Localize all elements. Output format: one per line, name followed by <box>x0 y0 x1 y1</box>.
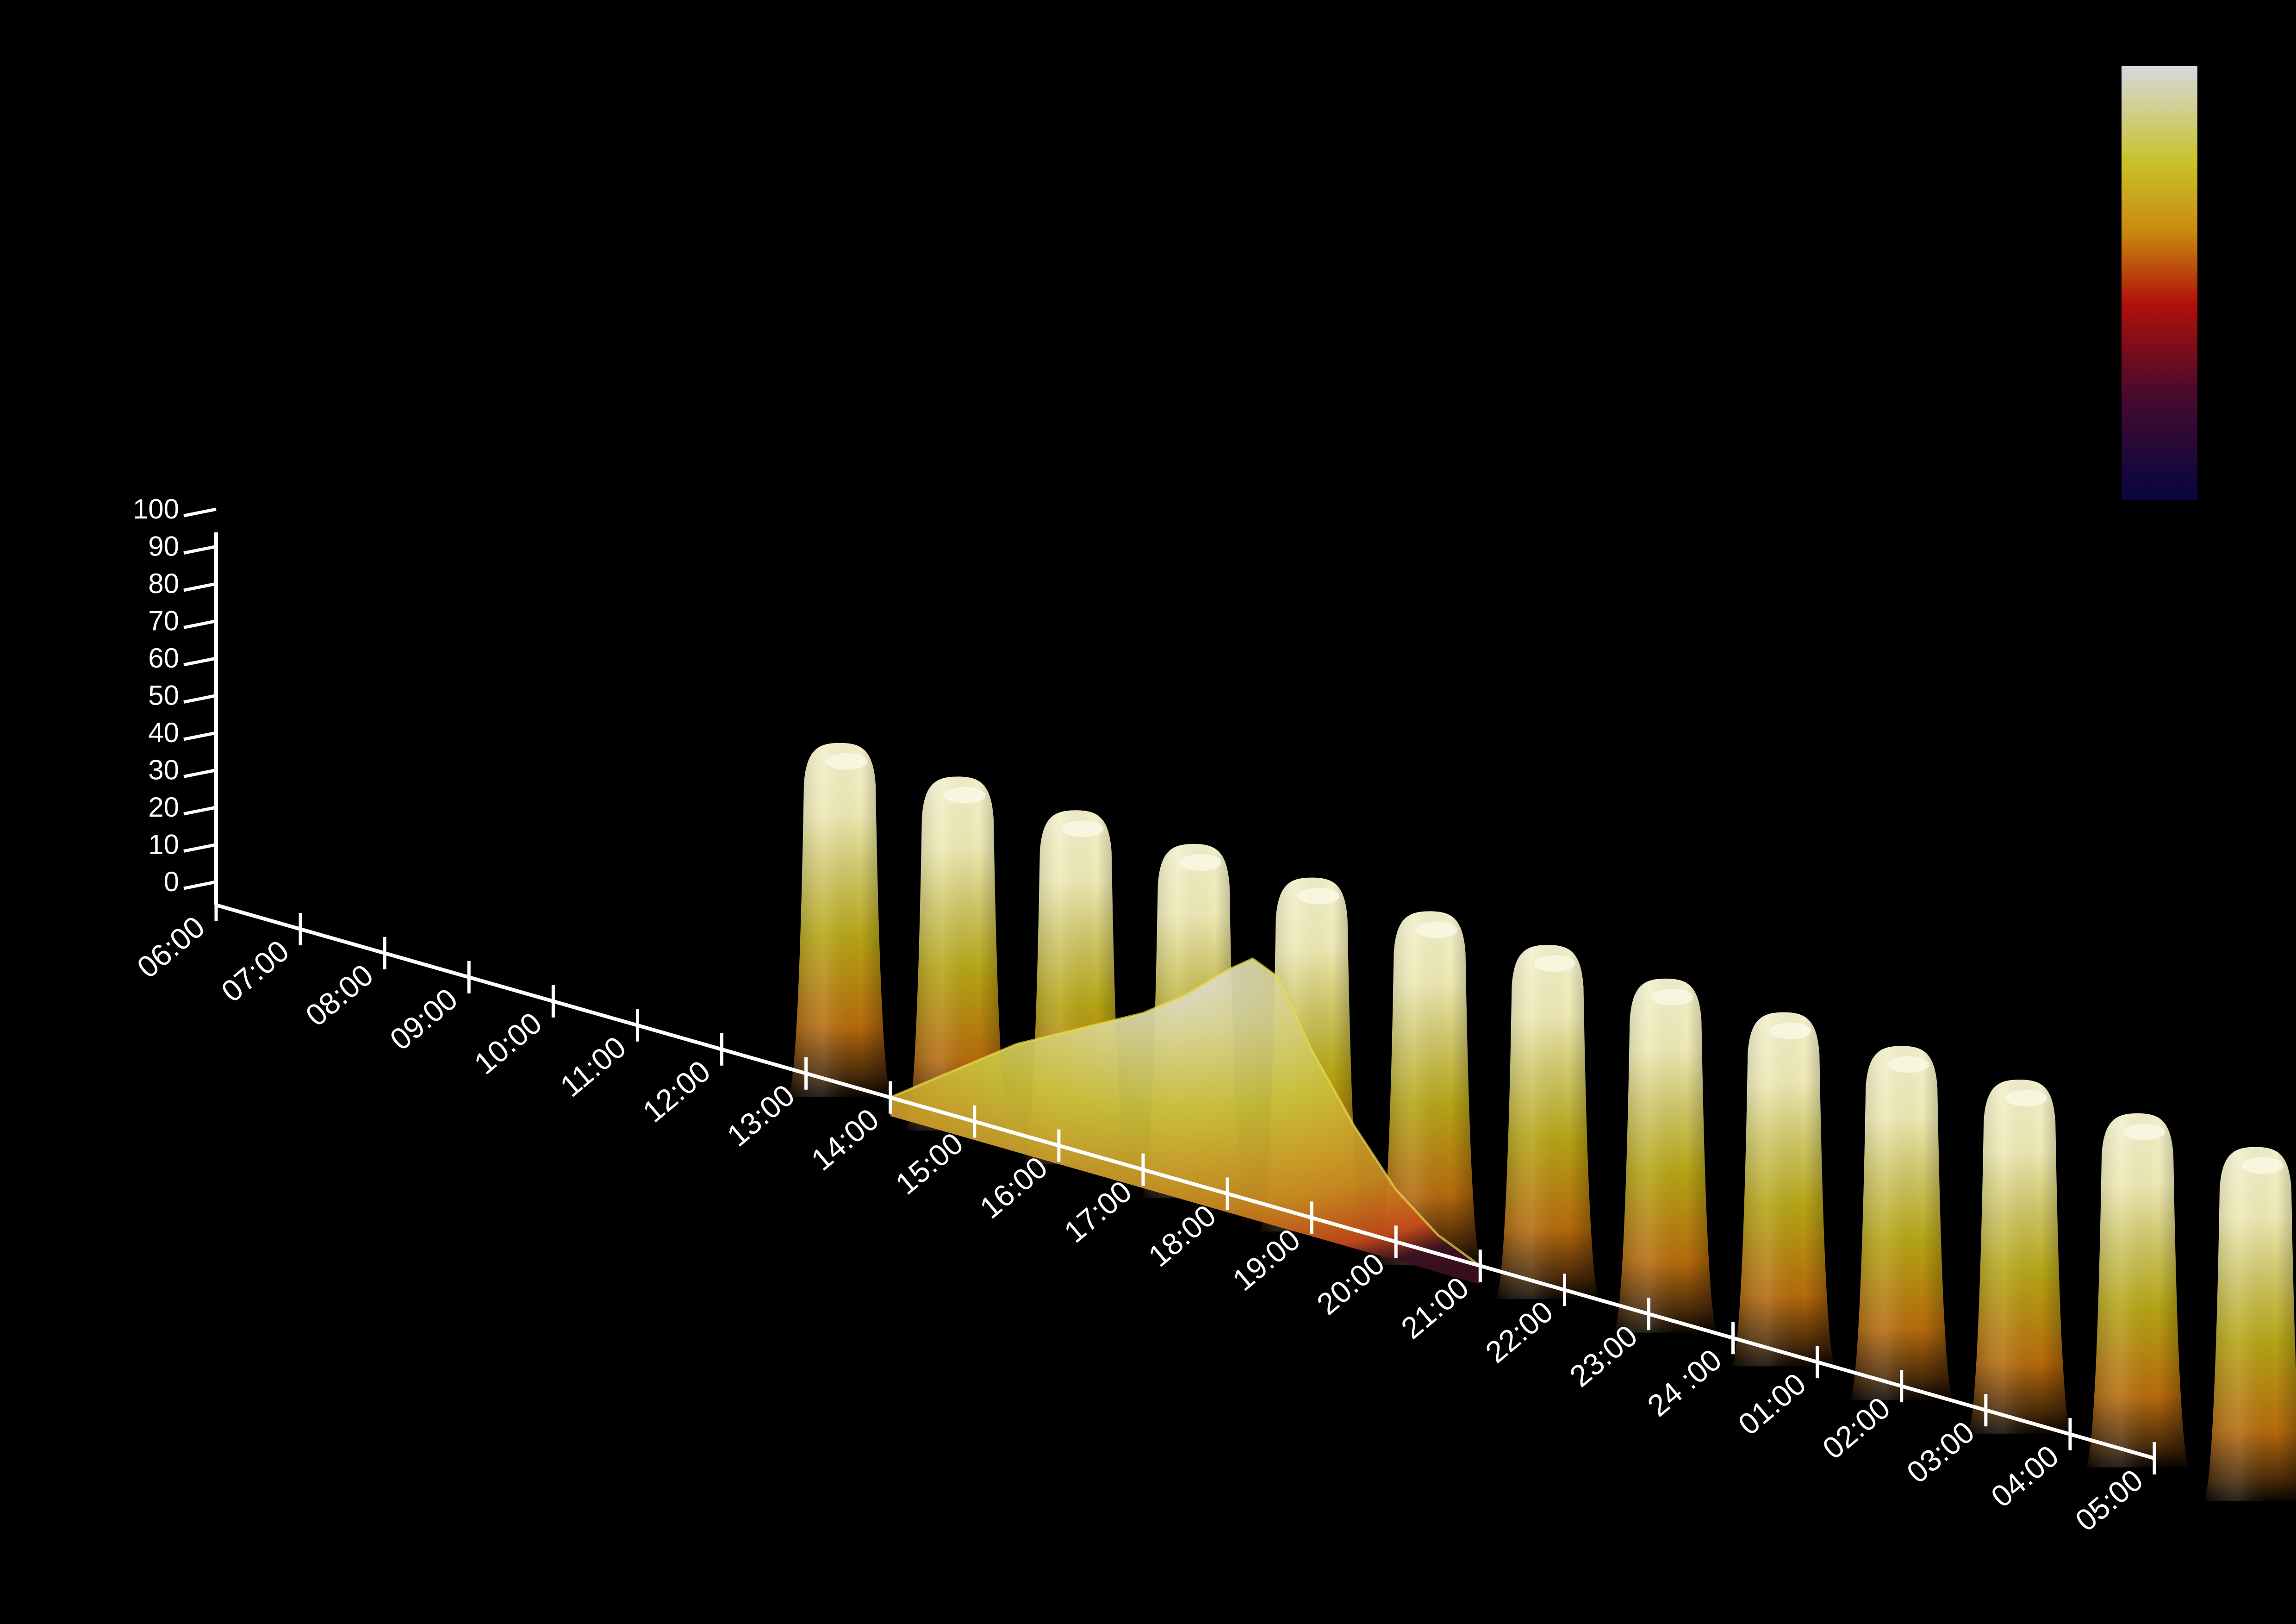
x-tick-label: 06:00 <box>131 909 211 985</box>
pulse-mark <box>1613 978 1718 1333</box>
y-tick <box>183 619 217 629</box>
pulse-mark <box>905 776 1010 1131</box>
peak-area-mark <box>890 957 1481 1285</box>
y-tick-label: 60 <box>148 643 179 674</box>
pulse-mark <box>1377 911 1482 1266</box>
pulse-mark <box>1967 1080 2072 1434</box>
y-tick <box>183 582 217 592</box>
x-tick-label: 17:00 <box>1058 1174 1138 1249</box>
pulse-mark <box>1495 945 1600 1299</box>
x-tick-label: 22:00 <box>1479 1294 1559 1369</box>
y-tick-label: 0 <box>164 866 179 897</box>
y-tick <box>183 731 217 741</box>
y-tick <box>183 656 217 667</box>
x-tick-label: 07:00 <box>215 933 295 1009</box>
x-tick-label: 13:00 <box>721 1078 801 1153</box>
x-tick-label: 09:00 <box>383 981 464 1057</box>
x-tick-label: 01:00 <box>1732 1366 1812 1442</box>
pulse-mark <box>2085 1113 2190 1468</box>
y-tick-label: 20 <box>148 792 179 823</box>
y-tick-label: 70 <box>148 606 179 637</box>
x-tick-label: 05:00 <box>2069 1462 2149 1538</box>
y-tick-label: 50 <box>148 680 179 711</box>
y-tick <box>183 880 217 890</box>
y-tick <box>183 843 217 853</box>
x-tick-label: 03:00 <box>1900 1414 1981 1490</box>
y-tick-label: 10 <box>148 829 179 860</box>
x-tick-label: 10:00 <box>467 1006 548 1081</box>
peak-series <box>890 957 1481 1285</box>
pulse-mark <box>1849 1046 1954 1400</box>
x-tick-label: 19:00 <box>1226 1222 1307 1297</box>
y-tick-label: 90 <box>148 531 179 562</box>
x-tick-label: 18:00 <box>1142 1198 1222 1274</box>
y-tick <box>183 694 217 704</box>
x-tick-label: 14:00 <box>805 1102 885 1177</box>
y-tick-label: 40 <box>148 717 179 748</box>
y-tick <box>183 545 217 555</box>
x-tick-label: 15:00 <box>889 1126 970 1201</box>
y-tick <box>183 768 217 778</box>
colorbar <box>2122 66 2197 500</box>
y-tick <box>183 806 217 816</box>
x-tick-label: 24 :00 <box>1641 1342 1728 1423</box>
y-tick-label: 30 <box>148 755 179 786</box>
pulse-mark <box>2203 1147 2296 1501</box>
x-tick-label: 02:00 <box>1816 1390 1897 1466</box>
x-tick-label: 12:00 <box>636 1054 716 1129</box>
x-tick-label: 21:00 <box>1394 1270 1475 1345</box>
y-tick-label: 100 <box>133 493 179 525</box>
x-tick-label: 20:00 <box>1310 1246 1391 1321</box>
pulse-mark <box>1731 1012 1836 1367</box>
pulse-mark <box>787 743 892 1097</box>
x-axis-line <box>215 903 2155 1460</box>
x-tick-label: 04:00 <box>1985 1438 2065 1514</box>
x-tick-label: 11:00 <box>554 1030 632 1104</box>
y-tick-label: 80 <box>148 568 179 599</box>
y-tick <box>183 507 217 518</box>
x-tick-label: 08:00 <box>299 957 380 1033</box>
